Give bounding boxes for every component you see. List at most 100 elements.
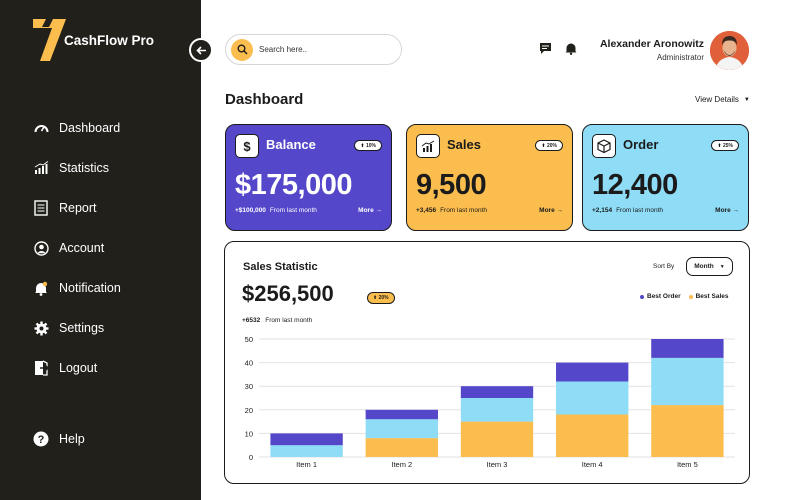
card-title: Order xyxy=(623,137,659,152)
badge-value: 25% xyxy=(722,142,733,149)
bar-segment xyxy=(460,386,534,398)
card-value: 12,400 xyxy=(592,169,678,201)
arrow-right-icon: → xyxy=(732,207,740,214)
notification-bell-icon[interactable] xyxy=(565,42,579,56)
delta-value: +$100,000 xyxy=(235,207,266,214)
arrow-right-icon: → xyxy=(556,207,564,214)
growth-badge: ⬆ 20% xyxy=(535,140,563,151)
y-tick-label: 30 xyxy=(245,382,253,391)
legend-item: Best Order xyxy=(640,293,681,300)
gauge-icon xyxy=(33,120,49,136)
gear-icon xyxy=(33,320,49,336)
total-sales-value: $256,500 xyxy=(242,281,334,306)
search-input[interactable] xyxy=(259,45,389,54)
svg-text:?: ? xyxy=(38,434,45,446)
box-icon xyxy=(592,134,616,158)
badge-value: 20% xyxy=(378,295,389,301)
panel-delta: +6532 From last month xyxy=(242,317,312,324)
y-tick-label: 20 xyxy=(245,406,253,415)
bar-segment xyxy=(365,419,438,439)
arrow-up-icon: ⬆ xyxy=(360,142,366,149)
sidebar-item-label: Account xyxy=(59,241,105,255)
view-details-label: View Details xyxy=(695,95,739,104)
growth-badge: ⬆ 25% xyxy=(711,140,739,151)
card-delta: +2,154 From last month xyxy=(592,207,663,214)
card-delta: +3,456 From last month xyxy=(416,207,487,214)
caret-down-icon: ▼ xyxy=(743,96,750,103)
bar-chart-icon xyxy=(33,160,49,176)
search-bar[interactable] xyxy=(225,34,402,65)
bar-segment xyxy=(460,421,534,457)
help-label: Help xyxy=(59,432,85,446)
y-tick-label: 0 xyxy=(249,453,253,462)
sort-value: Month xyxy=(694,263,714,270)
panel-title: Sales Statistic xyxy=(243,261,318,273)
sidebar-item-notification[interactable]: Notification xyxy=(33,278,193,298)
x-tick-label: Item 1 xyxy=(296,460,317,469)
view-details-dropdown[interactable]: View Details ▼ xyxy=(695,95,750,104)
help-circle-icon: ? xyxy=(33,431,49,447)
sales-statistic-panel: Sales Statistic Sort By Month ▼ $256,500 … xyxy=(224,241,750,484)
arrow-up-icon: ⬆ xyxy=(717,142,723,149)
user-role: Administrator xyxy=(656,53,704,62)
page-title: Dashboard xyxy=(225,91,304,108)
sidebar-item-help[interactable]: ? Help xyxy=(33,431,85,447)
growth-badge: ⬆ 10% xyxy=(354,140,382,151)
card-title: Sales xyxy=(447,137,481,152)
bell-icon xyxy=(33,280,49,296)
more-label: More xyxy=(358,207,374,214)
card-delta: +$100,000 From last month xyxy=(235,207,317,214)
bar-segment xyxy=(651,339,724,358)
delta-value: +3,456 xyxy=(416,207,437,214)
y-tick-label: 40 xyxy=(245,359,253,368)
sales-card: Sales ⬆ 20% 9,500 +3,456 From last month … xyxy=(406,124,573,231)
order-card: Order ⬆ 25% 12,400 +2,154 From last month… xyxy=(582,124,749,231)
legend-item: Best Sales xyxy=(688,293,729,300)
y-tick-label: 10 xyxy=(245,429,253,438)
more-link[interactable]: More → xyxy=(715,207,739,214)
sidebar: CashFlow Pro Dashboard Statistics Report… xyxy=(0,0,201,500)
x-tick-label: Item 5 xyxy=(677,460,698,469)
sort-label: Sort By xyxy=(653,263,675,270)
sidebar-item-dashboard[interactable]: Dashboard xyxy=(33,118,193,138)
legend-swatch xyxy=(640,294,644,299)
growth-badge: ⬆ 20% xyxy=(367,292,395,304)
trend-chart-icon xyxy=(416,134,440,158)
arrow-up-icon: ⬆ xyxy=(373,295,379,301)
sidebar-item-statistics[interactable]: Statistics xyxy=(33,158,193,178)
bar-segment xyxy=(556,414,629,457)
sort-select[interactable]: Month ▼ xyxy=(686,257,733,276)
y-tick-label: 50 xyxy=(245,335,253,344)
delta-label: From last month xyxy=(616,207,664,214)
legend-swatch xyxy=(688,294,693,299)
delta-label: From last month xyxy=(440,207,488,214)
bar-segment xyxy=(556,381,629,415)
sidebar-item-label: Dashboard xyxy=(59,121,121,135)
bar-segment xyxy=(460,398,534,422)
document-icon xyxy=(33,200,49,216)
delta-label: From last month xyxy=(265,317,313,324)
svg-text:$: $ xyxy=(243,139,251,153)
caret-down-icon: ▼ xyxy=(719,263,725,270)
collapse-sidebar-button[interactable] xyxy=(189,38,213,62)
more-link[interactable]: More → xyxy=(358,207,382,214)
card-value: 9,500 xyxy=(416,169,487,201)
sidebar-item-account[interactable]: Account xyxy=(33,238,193,258)
arrow-right-icon: → xyxy=(375,207,383,214)
sidebar-item-logout[interactable]: Logout xyxy=(33,358,193,378)
more-label: More xyxy=(715,207,731,214)
sidebar-nav: Dashboard Statistics Report Account Noti… xyxy=(33,118,193,398)
avatar[interactable] xyxy=(710,31,749,70)
logo-mark-icon xyxy=(33,19,66,61)
delta-label: From last month xyxy=(269,207,317,214)
sidebar-item-report[interactable]: Report xyxy=(33,198,193,218)
app-logo[interactable]: CashFlow Pro xyxy=(32,18,154,62)
message-icon[interactable] xyxy=(539,42,553,56)
sidebar-item-label: Report xyxy=(59,201,97,215)
x-tick-label: Item 4 xyxy=(582,460,603,469)
card-value: $175,000 xyxy=(235,169,352,201)
bar-segment xyxy=(270,445,343,457)
search-icon[interactable] xyxy=(231,38,253,61)
sidebar-item-settings[interactable]: Settings xyxy=(33,318,193,338)
more-link[interactable]: More → xyxy=(539,207,563,214)
